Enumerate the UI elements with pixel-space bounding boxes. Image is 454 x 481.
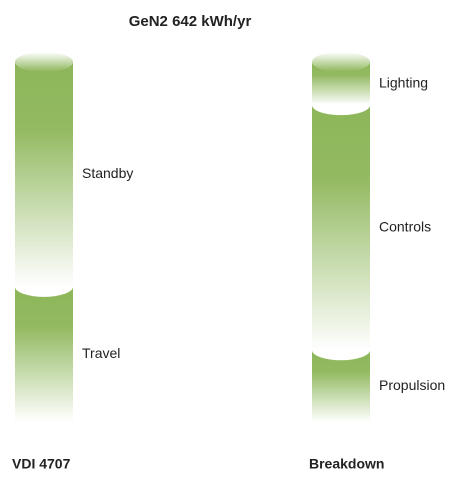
segment-body — [15, 286, 73, 422]
segment-cap — [312, 52, 370, 72]
segment-joint — [312, 348, 370, 361]
segment — [312, 103, 370, 351]
segment-body — [312, 350, 370, 422]
segment — [312, 348, 370, 422]
chart-title: GeN2 642 kWh/yr — [129, 13, 252, 30]
segment-joint — [15, 284, 73, 297]
segment-label: Propulsion — [379, 377, 445, 393]
segment-body — [15, 62, 73, 287]
segment-joint — [312, 103, 370, 116]
segment-label: Travel — [82, 345, 120, 361]
segment-cap — [15, 52, 73, 72]
segment-label: Controls — [379, 218, 431, 234]
segment — [15, 284, 73, 422]
segment-body — [312, 105, 370, 351]
bar-label: Breakdown — [309, 456, 384, 472]
segment — [15, 52, 73, 287]
segment-label: Standby — [82, 165, 133, 181]
segment — [312, 52, 370, 106]
segment-label: Lighting — [379, 74, 428, 90]
bar-label: VDI 4707 — [12, 456, 71, 472]
